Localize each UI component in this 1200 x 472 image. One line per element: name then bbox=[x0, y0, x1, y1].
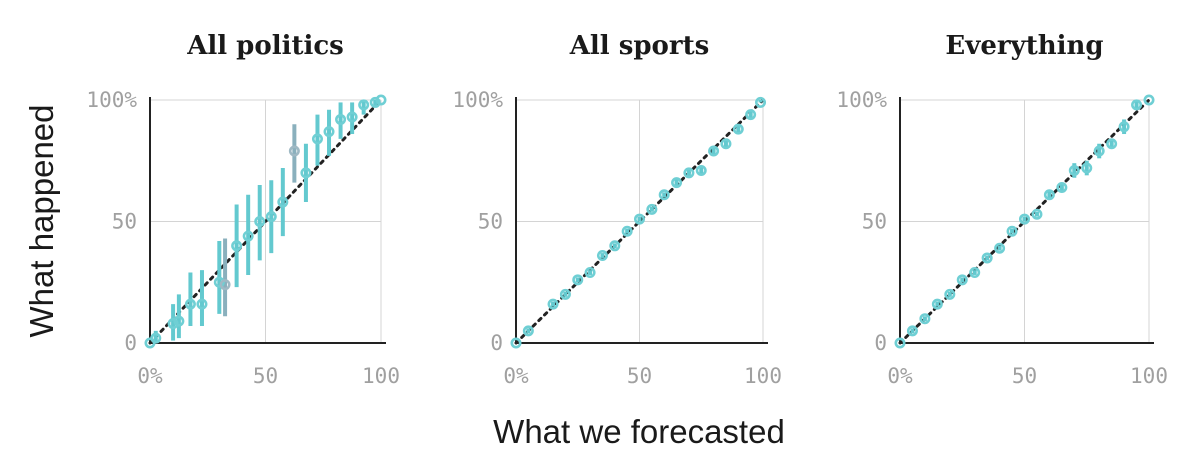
panel-title: All sports bbox=[569, 31, 709, 61]
data-point bbox=[547, 298, 559, 310]
data-point bbox=[671, 177, 683, 189]
y-tick-label: 50 bbox=[862, 210, 887, 234]
data-point bbox=[1031, 208, 1043, 220]
data-point bbox=[633, 213, 645, 225]
x-tick-label: 100 bbox=[1130, 364, 1168, 388]
y-tick-label: 50 bbox=[478, 210, 503, 234]
x-tick-label: 0% bbox=[503, 364, 529, 388]
data-point bbox=[323, 126, 335, 138]
data-point bbox=[231, 240, 243, 252]
data-point bbox=[572, 274, 584, 286]
data-point bbox=[956, 274, 968, 286]
data-point bbox=[288, 145, 300, 157]
data-point bbox=[1043, 189, 1055, 201]
data-point bbox=[196, 298, 208, 310]
x-tick-label: 0% bbox=[137, 364, 163, 388]
data-point bbox=[358, 99, 370, 111]
data-point bbox=[265, 211, 277, 223]
x-axis-title: What we forecasted bbox=[493, 413, 785, 450]
chart-panel-1: All politics 0% 50 100 0 50 100% bbox=[86, 31, 400, 388]
data-point bbox=[369, 96, 381, 108]
data-point bbox=[184, 298, 196, 310]
data-point bbox=[522, 325, 534, 337]
data-point bbox=[969, 267, 981, 279]
data-point bbox=[277, 196, 289, 208]
data-point bbox=[931, 298, 943, 310]
data-point bbox=[300, 167, 312, 179]
data-point bbox=[510, 337, 522, 349]
y-tick-label: 50 bbox=[112, 210, 137, 234]
data-point bbox=[994, 242, 1006, 254]
y-tick-label: 0 bbox=[490, 331, 503, 355]
data-point bbox=[346, 111, 358, 123]
data-point bbox=[584, 267, 596, 279]
data-point bbox=[745, 109, 757, 121]
data-point bbox=[1018, 213, 1030, 225]
x-tick-label: 50 bbox=[1012, 364, 1037, 388]
y-tick-label: 100% bbox=[86, 88, 137, 112]
data-point bbox=[219, 279, 231, 291]
data-point bbox=[732, 123, 744, 135]
panel-title: Everything bbox=[945, 31, 1103, 61]
data-point bbox=[981, 252, 993, 264]
x-tick-label: 50 bbox=[253, 364, 278, 388]
y-tick-label: 0 bbox=[124, 331, 137, 355]
data-point bbox=[683, 167, 695, 179]
data-point bbox=[1093, 145, 1105, 157]
data-point bbox=[658, 189, 670, 201]
chart-panel-3: Everything 0% 50 100 0 50 100% bbox=[836, 31, 1168, 388]
x-tick-label: 100 bbox=[744, 364, 782, 388]
x-tick-label: 100 bbox=[362, 364, 400, 388]
y-tick-label: 0 bbox=[874, 331, 887, 355]
data-point bbox=[720, 138, 732, 150]
data-point bbox=[311, 133, 323, 145]
data-point bbox=[1081, 162, 1093, 174]
data-point bbox=[173, 315, 185, 327]
data-point bbox=[708, 145, 720, 157]
data-point bbox=[242, 230, 254, 242]
data-point bbox=[621, 225, 633, 237]
data-point bbox=[559, 288, 571, 300]
data-point bbox=[1143, 94, 1155, 106]
data-point bbox=[695, 164, 707, 176]
data-point bbox=[254, 216, 266, 228]
data-point bbox=[646, 203, 658, 215]
data-point bbox=[1118, 121, 1130, 133]
x-tick-label: 0% bbox=[887, 364, 913, 388]
y-axis-title: What happened bbox=[23, 104, 60, 337]
data-point bbox=[944, 288, 956, 300]
y-tick-label: 100% bbox=[836, 88, 887, 112]
data-point bbox=[894, 337, 906, 349]
data-point bbox=[335, 113, 347, 125]
chart-panel-2: All sports 0% 50 100 0 50 100% bbox=[452, 31, 782, 388]
data-point bbox=[1106, 138, 1118, 150]
data-point bbox=[213, 276, 225, 288]
data-point bbox=[755, 96, 767, 108]
data-point bbox=[919, 313, 931, 325]
x-tick-label: 50 bbox=[627, 364, 652, 388]
data-point bbox=[609, 240, 621, 252]
chart-panels: All politics 0% 50 100 0 50 100% All sports 0% 50… bbox=[86, 31, 1168, 388]
data-point bbox=[1068, 164, 1080, 176]
data-point bbox=[167, 318, 179, 330]
data-point bbox=[1056, 181, 1068, 193]
panel-title: All politics bbox=[186, 31, 344, 61]
data-point bbox=[1131, 99, 1143, 111]
data-point bbox=[150, 332, 162, 344]
data-point bbox=[596, 250, 608, 262]
y-tick-label: 100% bbox=[452, 88, 503, 112]
data-point bbox=[375, 94, 387, 106]
data-point bbox=[1006, 225, 1018, 237]
data-point bbox=[906, 325, 918, 337]
